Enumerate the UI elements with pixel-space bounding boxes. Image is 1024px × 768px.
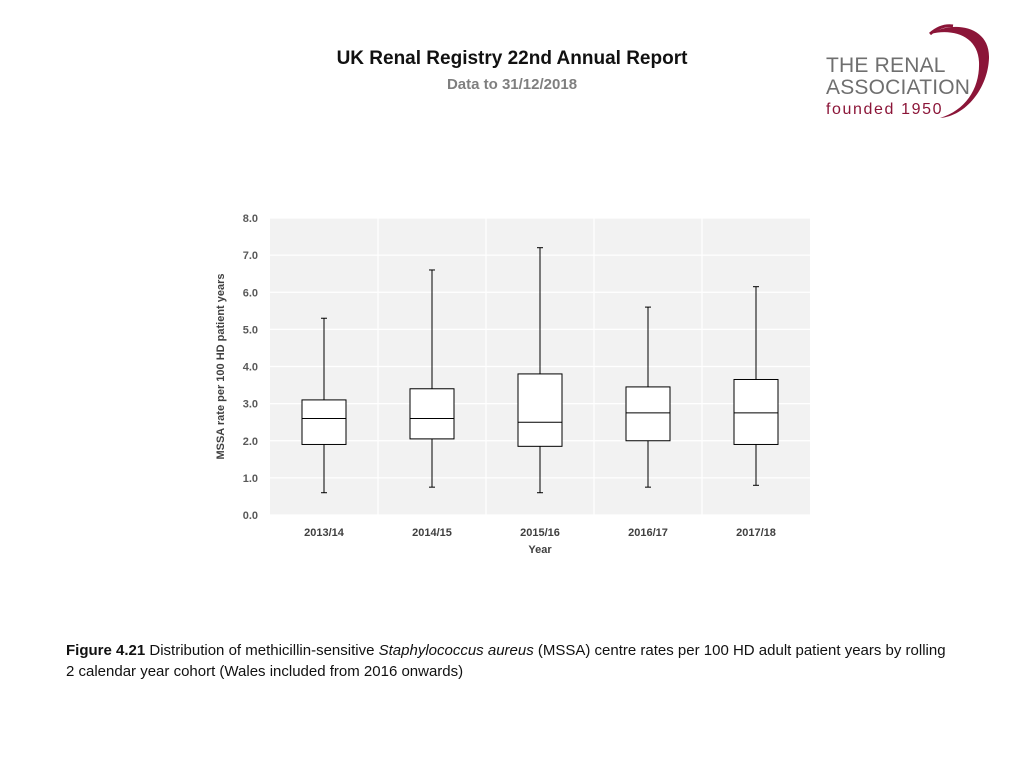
y-axis-title: MSSA rate per 100 HD patient years (215, 273, 227, 459)
y-tick-label: 8.0 (243, 213, 258, 225)
iqr-box (625, 386, 671, 442)
y-tick-label: 4.0 (243, 362, 258, 374)
y-tick-label: 6.0 (243, 287, 258, 299)
x-tick-label: 2016/17 (628, 527, 668, 539)
mssa-boxplot-chart: 0.0 1.0 2.0 3.0 4.0 5.0 6.0 7.0 8.0 2013/14 2014/1… (215, 213, 810, 556)
x-tick-label: 2013/14 (304, 527, 345, 539)
iqr-box (409, 388, 455, 440)
report-title: UK Renal Registry 22nd Annual Report (336, 48, 688, 69)
x-tick-label: 2015/16 (520, 527, 560, 539)
y-tick-label: 7.0 (243, 250, 258, 262)
figure-caption: Figure 4.21 Distribution of methicillin-… (66, 640, 956, 682)
logo-text-line2: ASSOCIATION (826, 76, 971, 99)
y-tick-label: 2.0 (243, 436, 258, 448)
y-tick-label: 5.0 (243, 324, 258, 336)
caption-text-before: Distribution of methicillin-sensitive (145, 642, 379, 659)
report-subtitle: Data to 31/12/2018 (446, 76, 578, 93)
caption-italic: Staphylococcus aureus (378, 642, 534, 659)
y-tick-label: 0.0 (243, 510, 258, 522)
logo-text-line1: THE RENAL (826, 54, 946, 77)
report-header: UK Renal Registry 22nd Annual Report Dat… (0, 48, 1024, 93)
x-tick-label: 2017/18 (736, 527, 776, 539)
iqr-box (733, 378, 779, 445)
caption-text-after: (MSSA) centre rates per 100 HD adult pat… (66, 642, 946, 680)
x-axis-title: Year (528, 544, 552, 556)
x-tick-label: 2014/15 (412, 527, 452, 539)
iqr-box (301, 399, 347, 445)
logo-text-line3: founded 1950 (826, 101, 944, 118)
y-tick-label: 1.0 (243, 473, 258, 485)
iqr-box (517, 373, 563, 447)
caption-label: Figure 4.21 (66, 642, 146, 659)
y-tick-label: 3.0 (243, 399, 258, 411)
logo-swirl-icon (929, 24, 990, 119)
renal-association-logo: THE RENAL ASSOCIATION founded 1950 (818, 22, 998, 122)
